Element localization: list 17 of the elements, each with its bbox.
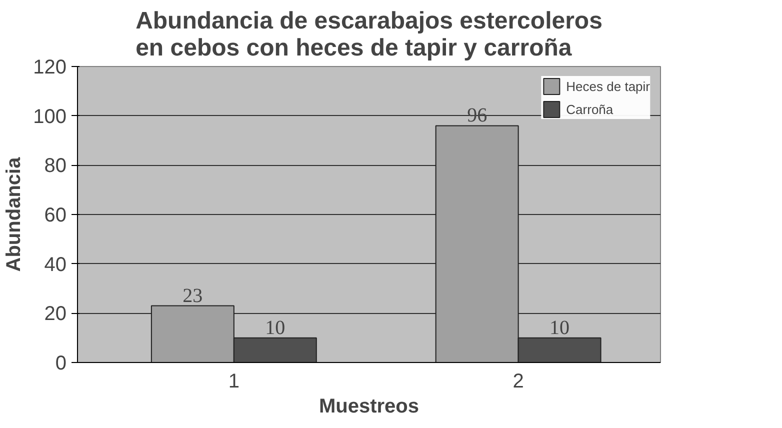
data-label: 23 [182,284,203,307]
y-tick-label: 60 [44,204,67,226]
chart-title: Abundancia de escarabajos estercoleros en cebos con heces de tapir y carroña [136,8,602,62]
data-label: 10 [550,316,570,339]
x-axis-title: Muestreos [318,396,420,418]
y-tick-label: 40 [44,254,67,276]
y-tick-label: 20 [44,303,67,326]
x-tick-label: 2 [512,370,524,392]
data-label: 10 [265,316,286,339]
legend-label: Carroña [566,102,614,116]
y-tick-label: 120 [33,56,67,78]
x-tick-label: 1 [228,370,240,392]
y-axis-title: Abundancia [3,156,26,272]
y-tick-label: 80 [44,155,67,178]
legend-label: Heces de tapir [566,78,650,94]
y-tick-label: 0 [55,352,66,374]
y-tick-label: 100 [33,106,67,128]
